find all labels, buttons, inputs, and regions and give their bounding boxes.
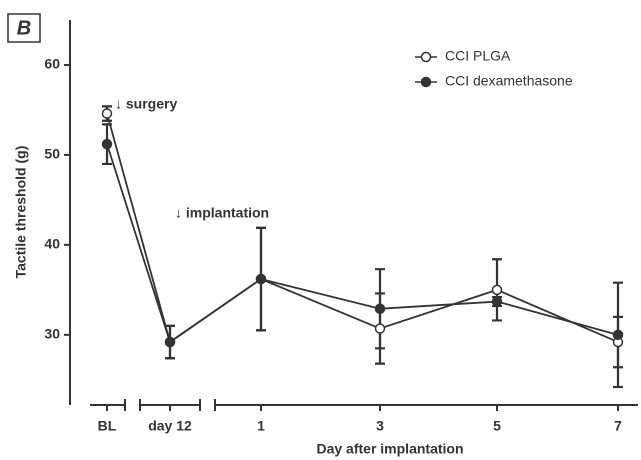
legend-label: CCI dexamethasone: [445, 73, 573, 89]
marker: [255, 273, 267, 285]
marker: [491, 296, 503, 307]
marker: [101, 138, 113, 150]
series-line: [106, 113, 619, 344]
series-line: [106, 143, 619, 344]
y-axis-label: Tactile threshold (g): [13, 146, 29, 279]
x-tick-label: 7: [614, 418, 622, 434]
legend-marker: [420, 76, 432, 88]
x-tick-label: 5: [493, 418, 501, 434]
x-tick-label: 1: [257, 418, 265, 434]
y-tick-label: 60: [44, 56, 60, 72]
marker: [164, 336, 176, 348]
annotation: ↓ surgery: [115, 96, 177, 112]
x-tick-label: BL: [98, 418, 117, 434]
panel-box: [7, 13, 41, 43]
y-tick-label: 30: [44, 326, 60, 342]
legend-label: CCI PLGA: [445, 48, 511, 64]
annotation: ↓ implantation: [175, 205, 269, 221]
legend-marker: [420, 51, 432, 63]
x-tick-label: day 12: [148, 418, 192, 434]
marker: [491, 284, 503, 296]
marker: [374, 323, 386, 334]
marker: [101, 108, 113, 119]
marker: [612, 329, 624, 341]
x-axis-label: Day after implantation: [316, 441, 463, 457]
panel-label: B: [17, 17, 31, 39]
y-tick-label: 40: [44, 236, 60, 252]
y-tick-label: 50: [44, 146, 60, 162]
x-tick-label: 3: [376, 418, 384, 434]
marker: [374, 303, 386, 314]
